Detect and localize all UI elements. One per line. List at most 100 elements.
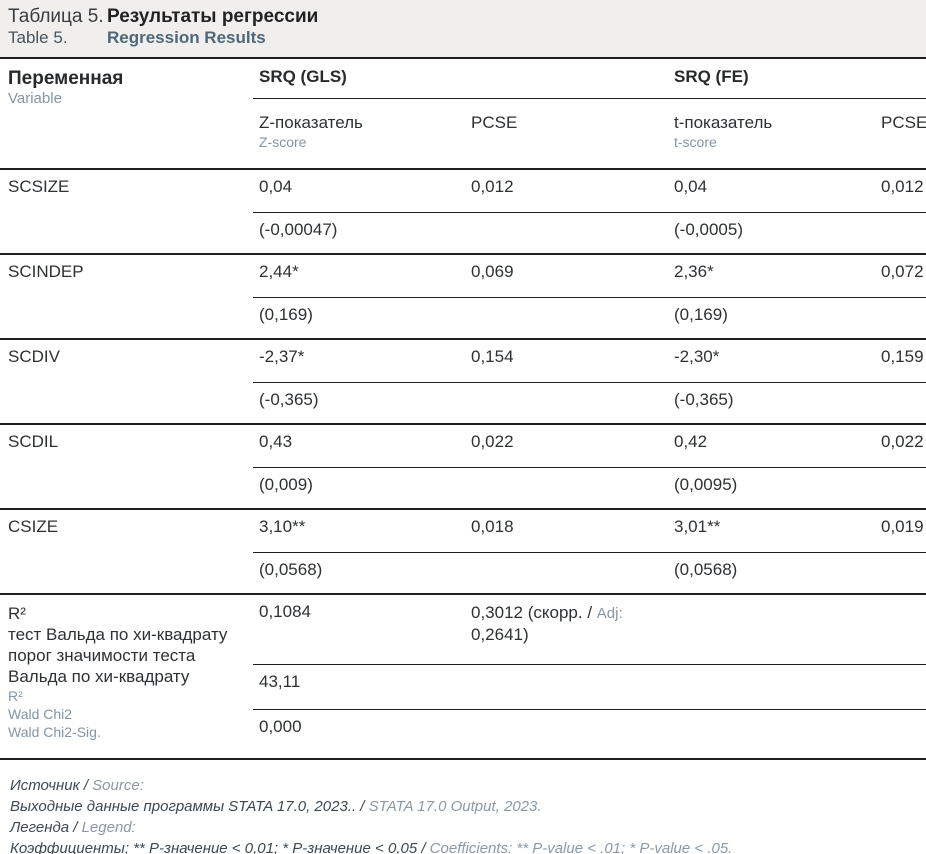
empty-cell: [465, 297, 668, 340]
variable-name: SCDIL: [0, 424, 253, 510]
empty-cell: [465, 212, 668, 255]
stderr-cell: (0,0568): [668, 552, 875, 595]
empty-cell: [875, 382, 926, 425]
table-title-ru: Результаты регрессии: [107, 6, 319, 27]
empty-cell: [875, 709, 926, 760]
variable-column-header: Переменная Variable: [0, 58, 253, 170]
variable-header-en: Variable: [8, 90, 62, 107]
table-footnotes: Источник / Source: Выходные данные прогр…: [0, 760, 926, 854]
coef-cell: 0,04: [253, 169, 465, 213]
pcse-cell: 0,072: [875, 254, 926, 298]
subheader-pcse-fe: PCSE: [875, 98, 926, 170]
empty-cell: [465, 709, 668, 760]
pcse-cell: 0,022: [465, 424, 668, 468]
coef-cell: 2,36*: [668, 254, 875, 298]
stderr-cell: (-0,00047): [253, 212, 465, 255]
r2-fe-value: 0,3012 (скорр. / Adj: 0,2641): [465, 594, 668, 665]
variable-name: SCSIZE: [0, 169, 253, 255]
stats-label-en-r2: R²: [8, 688, 23, 704]
pcse-cell: 0,018: [465, 509, 668, 553]
pcse-cell: 0,159: [875, 339, 926, 383]
stats-label-ru-wald-sig: порог значимости теста Вальда по хи-квад…: [8, 646, 196, 686]
empty-cell: [465, 467, 668, 510]
source-label-en: Source:: [92, 777, 144, 794]
table-row-errors: (0,009) (0,0095): [0, 467, 926, 510]
pcse-cell: 0,019: [875, 509, 926, 553]
table-row: CSIZE 3,10** 0,018 3,01** 0,019: [0, 509, 926, 595]
stderr-cell: (0,009): [253, 467, 465, 510]
sub-header-row: Z-показатель Z-score PCSE t-показатель t…: [0, 98, 926, 170]
subheader-pcse-gls-label: PCSE: [471, 112, 518, 132]
table-row: SCDIV -2,37* 0,154 -2,30* 0,159: [0, 339, 926, 425]
subheader-t-score: t-показатель t-score: [668, 98, 875, 170]
table-row: SCDIL 0,43 0,022 0,42 0,022: [0, 424, 926, 510]
stderr-cell: (0,0568): [253, 552, 465, 595]
variable-name: CSIZE: [0, 509, 253, 595]
source-text-ru: Выходные данные программы STATA 17.0, 20…: [10, 798, 369, 815]
coef-cell: -2,30*: [668, 339, 875, 383]
table-row-errors: (-0,00047) (-0,0005): [0, 212, 926, 255]
source-text-en: STATA 17.0 Output, 2023.: [368, 798, 542, 815]
subheader-z-score: Z-показатель Z-score: [253, 98, 465, 170]
empty-cell: [668, 709, 875, 760]
pcse-cell: 0,022: [875, 424, 926, 468]
source-label-ru: Источник /: [10, 777, 93, 794]
r2-fe-adj-label: Adj:: [596, 605, 623, 622]
legend-label-ru: Легенда /: [10, 819, 82, 836]
pcse-cell: 0,012: [875, 169, 926, 213]
legend-label-en: Legend:: [81, 819, 136, 836]
table-row: SCINDEP 2,44* 0,069 2,36* 0,072: [0, 254, 926, 340]
legend-text-line: Коэффициенты; ** P-значение < 0,01; * P-…: [10, 838, 916, 854]
empty-cell: [875, 594, 926, 665]
subheader-t-en: t-score: [674, 133, 717, 150]
empty-cell: [875, 467, 926, 510]
empty-cell: [668, 594, 875, 665]
title-row-en: Table 5. Regression Results: [8, 28, 926, 48]
empty-cell: [875, 552, 926, 595]
stderr-cell: (-0,365): [668, 382, 875, 425]
pcse-cell: 0,154: [465, 339, 668, 383]
empty-cell: [465, 552, 668, 595]
wald-chi2-sig-value: 0,000: [253, 709, 465, 760]
r2-fe-part1: 0,3012 (скорр. /: [471, 603, 597, 622]
title-row-ru: Таблица 5. Результаты регрессии: [8, 6, 926, 28]
table-number-en: Table 5.: [8, 28, 68, 47]
r2-gls-value: 0,1084: [253, 594, 465, 665]
subheader-pcse-gls: PCSE: [465, 98, 668, 170]
table-row-errors: (-0,365) (-0,365): [0, 382, 926, 425]
table-number-ru: Таблица 5.: [8, 6, 104, 27]
group-header-srq-fe: SRQ (FE): [668, 58, 926, 99]
source-label-line: Источник / Source:: [10, 775, 916, 796]
stats-row-wald-chi2: 43,11: [0, 664, 926, 710]
table-title-en: Regression Results: [107, 28, 266, 47]
legend-text-ru: Коэффициенты; ** P-значение < 0,01; * P-…: [10, 840, 430, 854]
subheader-t-ru: t-показатель: [674, 112, 773, 132]
coef-cell: 3,01**: [668, 509, 875, 553]
stats-row-r2: R² тест Вальда по хи-квадрату порог знач…: [0, 594, 926, 760]
subheader-z-en: Z-score: [259, 133, 307, 150]
stats-label-cell: R² тест Вальда по хи-квадрату порог знач…: [0, 594, 253, 760]
subheader-pcse-fe-label: PCSE: [881, 112, 926, 132]
stderr-cell: (0,0095): [668, 467, 875, 510]
variable-name: SCDIV: [0, 339, 253, 425]
pcse-cell: 0,012: [465, 169, 668, 213]
table-title-block: Таблица 5. Результаты регрессии Table 5.…: [0, 0, 926, 57]
stats-label-ru-wald: тест Вальда по хи-квадрату: [8, 625, 228, 644]
empty-cell: [875, 664, 926, 710]
subheader-z-ru: Z-показатель: [259, 112, 363, 132]
empty-cell: [668, 664, 875, 710]
coef-cell: -2,37*: [253, 339, 465, 383]
table-row-errors: (0,0568) (0,0568): [0, 552, 926, 595]
legend-text-en: Coefficients: ** P-value < .01; * P-valu…: [429, 840, 733, 854]
coef-cell: 0,42: [668, 424, 875, 468]
stderr-cell: (0,169): [668, 297, 875, 340]
variable-name: SCINDEP: [0, 254, 253, 340]
stats-label-en-wald: Wald Chi2: [8, 706, 73, 722]
coef-cell: 0,43: [253, 424, 465, 468]
coef-cell: 0,04: [668, 169, 875, 213]
empty-cell: [875, 297, 926, 340]
r2-fe-part2: 0,2641): [471, 625, 529, 644]
group-header-row: Переменная Variable SRQ (GLS) SRQ (FE): [0, 58, 926, 170]
empty-cell: [875, 212, 926, 255]
